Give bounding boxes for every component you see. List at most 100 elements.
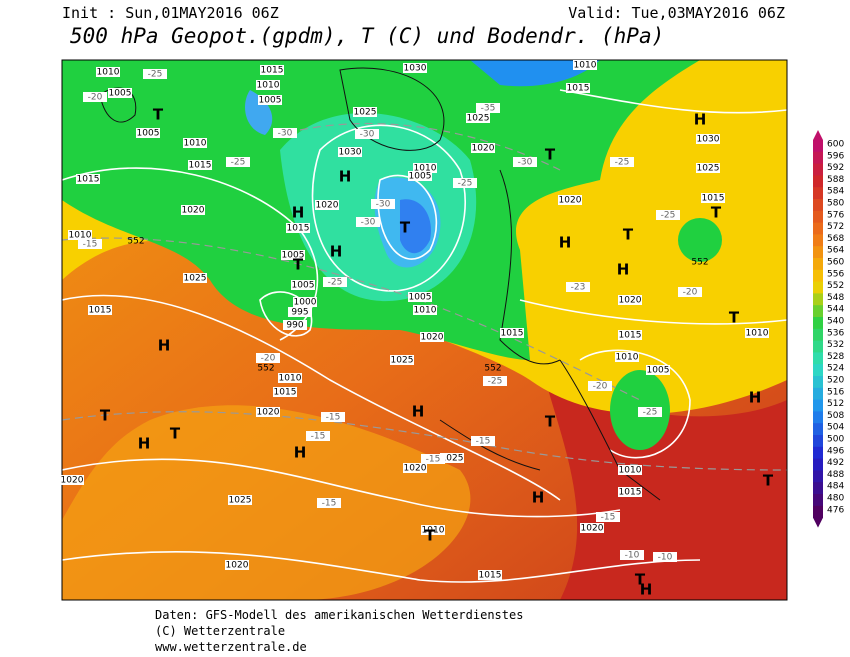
temperature-label: -20 <box>683 288 698 298</box>
colorbar-label: 580 <box>827 199 844 209</box>
temperature-label: -25 <box>488 377 503 387</box>
label-box <box>421 454 445 464</box>
label-box <box>580 523 604 533</box>
colorbar-bottom <box>813 517 823 528</box>
colorbar-label: 592 <box>827 163 844 173</box>
pressure-center: T <box>729 309 740 327</box>
temperature-label: -30 <box>360 130 375 140</box>
isobar-label: 1010 <box>574 61 597 71</box>
colorbar-label: 504 <box>827 423 844 433</box>
colorbar-label: 488 <box>827 470 844 480</box>
label-box <box>413 163 437 173</box>
footer-line: www.wetterzentrale.de <box>155 640 307 654</box>
colorbar-cell <box>813 376 823 389</box>
label-box <box>273 387 297 397</box>
isobar-label: 1005 <box>292 281 315 291</box>
colorbar-cell <box>813 163 823 176</box>
isobar-label: 1025 <box>354 108 377 118</box>
isobar-label: 1020 <box>559 196 582 206</box>
isobar-label: 1015 <box>702 194 725 204</box>
colorbar-cell <box>813 258 823 271</box>
pressure-center: T <box>635 571 646 589</box>
colorbar-label: 576 <box>827 210 844 220</box>
pressure-center: H <box>339 168 352 186</box>
isobar-label: 1020 <box>421 333 444 343</box>
temperature-label: -15 <box>326 413 341 423</box>
label-box <box>83 92 107 102</box>
temperature-label: -15 <box>311 432 326 442</box>
label-box <box>413 305 437 315</box>
label-box <box>421 525 445 535</box>
label-box <box>136 128 160 138</box>
colorbar-label: 568 <box>827 234 844 244</box>
colorbar-label: 508 <box>827 411 844 421</box>
colorbar-cell <box>813 187 823 200</box>
temperature-label: -15 <box>601 513 616 523</box>
isobar-label: 1025 <box>697 164 720 174</box>
colorbar-label: 544 <box>827 305 844 315</box>
label-box <box>646 365 670 375</box>
label-box <box>701 193 725 203</box>
colorbar-label: 560 <box>827 258 844 268</box>
colorbar-cell <box>813 470 823 483</box>
label-box <box>696 134 720 144</box>
isobar-label: 1010 <box>279 374 302 384</box>
temperature-label: -10 <box>658 553 673 563</box>
label-box <box>471 436 495 446</box>
isobar-label: 1025 <box>229 496 252 506</box>
label-box <box>60 475 84 485</box>
colorbar-cell <box>813 435 823 448</box>
label-box <box>278 373 302 383</box>
pressure-center: H <box>559 234 572 252</box>
temperature-label: -30 <box>518 158 533 168</box>
colorbar-cell <box>813 328 823 342</box>
label-box <box>88 305 112 315</box>
temperature-label: -15 <box>83 240 98 250</box>
isobar-label: 552 <box>691 258 708 268</box>
colorbar-label: 564 <box>827 246 844 256</box>
isobar-label: 1010 <box>184 139 207 149</box>
pressure-center: H <box>292 204 305 222</box>
temperature-label: -25 <box>458 179 473 189</box>
isobar-label: 1015 <box>619 488 642 498</box>
label-box <box>281 250 305 260</box>
label-box <box>745 328 769 338</box>
colorbar-label: 548 <box>827 293 844 303</box>
isobar-label: 1010 <box>746 329 769 339</box>
colorbar-label: 500 <box>827 435 844 445</box>
colorbar-cell <box>813 305 823 318</box>
isobar-label: 552 <box>257 364 274 374</box>
pressure-center: H <box>617 261 630 279</box>
map-frame <box>61 59 788 601</box>
pressure-center: H <box>412 403 425 421</box>
label-box <box>678 287 702 297</box>
colorbar-label: 552 <box>827 281 844 291</box>
colorbar-label: 532 <box>827 340 844 350</box>
label-box <box>558 195 582 205</box>
isobar-label: 1015 <box>501 329 524 339</box>
pressure-center: H <box>158 337 171 355</box>
colorbar-cell <box>813 387 823 401</box>
label-box <box>181 205 205 215</box>
label-box <box>356 217 380 227</box>
pressure-center: T <box>170 425 181 443</box>
isobar-label: 1015 <box>274 388 297 398</box>
label-box <box>183 273 207 283</box>
isobar-label: 1015 <box>287 224 310 234</box>
label-box <box>466 113 490 123</box>
isobar-label: 1005 <box>409 293 432 303</box>
label-box <box>408 171 432 181</box>
pressure-center: T <box>425 527 436 545</box>
temperature-label: -30 <box>361 218 376 228</box>
colorbar-label: 492 <box>827 458 844 468</box>
init-time: Init : Sun,01MAY2016 06Z <box>62 4 279 22</box>
isobar-label: 1015 <box>89 306 112 316</box>
label-box <box>656 210 680 220</box>
colorbar-label: 512 <box>827 399 844 409</box>
label-box <box>293 297 317 307</box>
temperature-label: -15 <box>426 455 441 465</box>
label-box <box>291 280 315 290</box>
label-box <box>618 330 642 340</box>
isobar-label: 1015 <box>189 161 212 171</box>
colorbar-cell <box>813 199 823 212</box>
